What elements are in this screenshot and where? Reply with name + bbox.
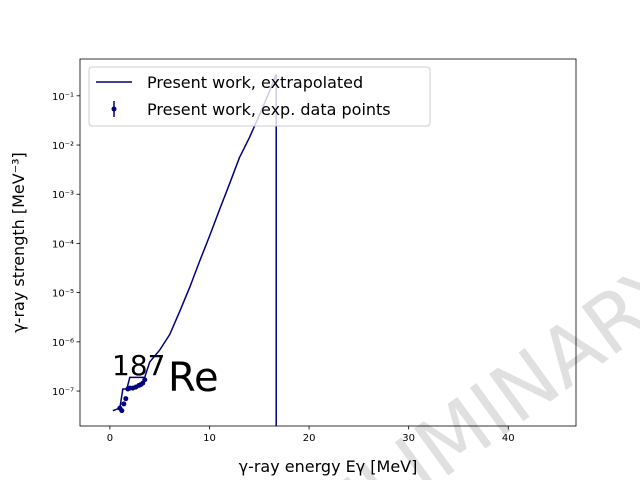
x-tick-label: 40 [502, 433, 515, 444]
watermark: PRELIMINARY [218, 239, 640, 480]
axes-frame [79, 58, 577, 427]
data-point [119, 408, 125, 414]
x-tick-label: 10 [203, 433, 216, 444]
plot-area [112, 74, 277, 426]
legend-label: Present work, exp. data points [147, 100, 391, 119]
y-tick-label: 10⁻³ [52, 190, 74, 201]
y-tick-label: 10⁻¹ [52, 92, 74, 103]
y-tick-label: 10⁻⁷ [52, 387, 74, 398]
series-line [112, 74, 277, 426]
legend-box [88, 66, 431, 127]
data-point [123, 396, 129, 402]
y-axis-label: γ-ray strength [MeV⁻³] [9, 152, 28, 333]
data-point [142, 377, 148, 383]
x-tick-label: 30 [402, 433, 415, 444]
y-tick-label: 10⁻⁵ [52, 289, 74, 300]
annotation-mass: 187 [112, 349, 165, 382]
legend: Present work, extrapolated Present work, … [88, 66, 431, 127]
legend-marker [111, 106, 117, 112]
y-tick-label: 10⁻² [52, 141, 74, 152]
x-tick-label: 20 [303, 433, 316, 444]
x-axis-label: γ-ray energy Eγ [MeV] [239, 457, 418, 476]
watermark-group: PRELIMINARY [218, 239, 640, 480]
annotation-element: Re [168, 355, 219, 401]
legend-label: Present work, extrapolated [147, 73, 363, 92]
x-tick-label: 0 [107, 433, 113, 444]
y-tick-label: 10⁻⁶ [52, 338, 74, 349]
data-point [121, 401, 127, 407]
y-tick-label: 10⁻⁴ [52, 239, 74, 250]
axes: 0 10 20 30 40 10⁻⁷ 10⁻⁶ 10⁻⁵ 10⁻⁴ 10⁻³ 10⁻² 10⁻¹ γ-r… [9, 66, 515, 476]
